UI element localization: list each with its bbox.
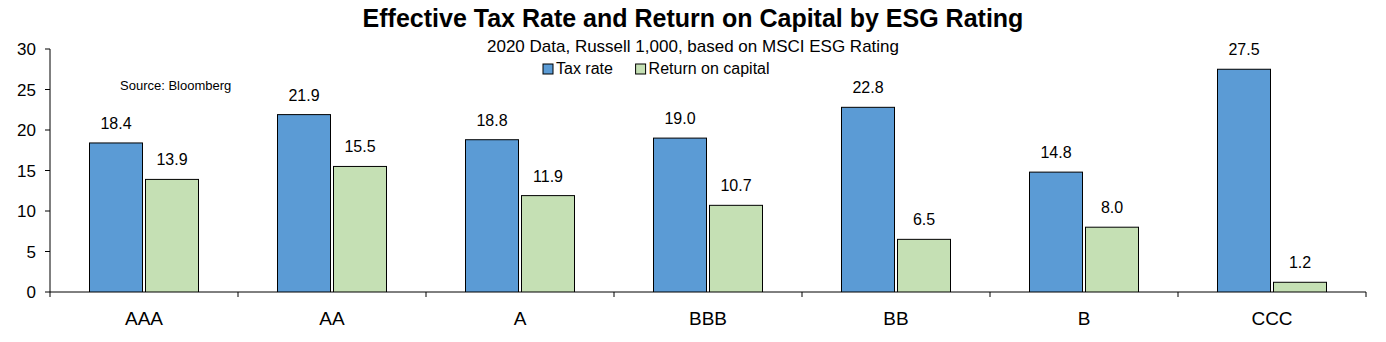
data-label: 21.9 [288, 87, 319, 104]
chart: Effective Tax Rate and Return on Capital… [0, 0, 1386, 342]
bar [1218, 69, 1271, 292]
bar [146, 179, 199, 292]
bars [90, 69, 1327, 292]
x-tick [990, 292, 991, 297]
annotation: Source: Bloomberg [120, 78, 231, 93]
bar [90, 143, 143, 292]
data-label: 14.8 [1040, 144, 1071, 161]
subtitle: 2020 Data, Russell 1,000, based on MSCI … [487, 37, 899, 56]
legend-swatch [636, 64, 646, 74]
legend-label: Return on capital [649, 60, 770, 77]
y-tick-label: 10 [17, 202, 36, 221]
data-label: 10.7 [720, 177, 751, 194]
legend: Tax rate Return on capital [543, 60, 770, 77]
y-tick-label: 0 [27, 283, 36, 302]
x-tick-label: BBB [689, 308, 727, 329]
x-tick-label: A [514, 308, 527, 329]
y-tick-label: 20 [17, 121, 36, 140]
data-label: 18.8 [476, 112, 507, 129]
x-tick-label: BB [883, 308, 908, 329]
x-axis-line [50, 292, 1366, 293]
x-tick [426, 292, 427, 297]
y-tick-label: 15 [17, 162, 36, 181]
data-label: 1.2 [1289, 254, 1311, 271]
data-label: 6.5 [913, 211, 935, 228]
bar [898, 239, 951, 292]
y-tick-label: 5 [27, 243, 36, 262]
legend-label: Tax rate [556, 60, 613, 77]
y-tick [45, 89, 50, 90]
data-label: 15.5 [344, 138, 375, 155]
x-tick [614, 292, 615, 297]
data-label: 22.8 [852, 79, 883, 96]
y-tick [45, 292, 50, 293]
y-tick [45, 170, 50, 171]
data-label: 18.4 [100, 115, 131, 132]
data-labels: 18.4 21.9 18.8 19.0 22.8 14.8 27.5 13.9 15.5 11.9… [100, 41, 1311, 271]
bar [1030, 172, 1083, 292]
x-tick [1366, 292, 1367, 297]
x-tick [802, 292, 803, 297]
bar [1274, 282, 1327, 292]
bar [1086, 227, 1139, 292]
x-tick [1178, 292, 1179, 297]
bar [466, 140, 519, 292]
data-label: 11.9 [533, 168, 563, 185]
data-label: 13.9 [156, 151, 187, 168]
y-tick [45, 211, 50, 212]
y-tick-label: 25 [17, 81, 36, 100]
bar [842, 107, 895, 292]
title: Effective Tax Rate and Return on Capital… [363, 4, 1024, 32]
y-tick-label: 30 [17, 40, 36, 59]
y-axis: 0 5 10 15 20 25 30 [17, 40, 50, 302]
y-tick [45, 130, 50, 131]
x-tick-label: AAA [125, 308, 163, 329]
x-tick-label: AA [319, 308, 345, 329]
bar [710, 205, 763, 292]
data-label: 27.5 [1228, 41, 1259, 58]
legend-swatch [543, 64, 553, 74]
y-tick [45, 251, 50, 252]
data-label: 19.0 [664, 110, 695, 127]
y-tick [45, 49, 50, 50]
bar [334, 166, 387, 292]
bar [654, 138, 707, 292]
bar [522, 196, 575, 292]
bar [278, 115, 331, 292]
x-tick-label: B [1078, 308, 1091, 329]
data-label: 8.0 [1101, 199, 1123, 216]
x-axis: AAAAAABBBBBBCCC [50, 292, 1366, 329]
x-tick-label: CCC [1251, 308, 1292, 329]
x-tick [50, 292, 51, 297]
x-tick [238, 292, 239, 297]
